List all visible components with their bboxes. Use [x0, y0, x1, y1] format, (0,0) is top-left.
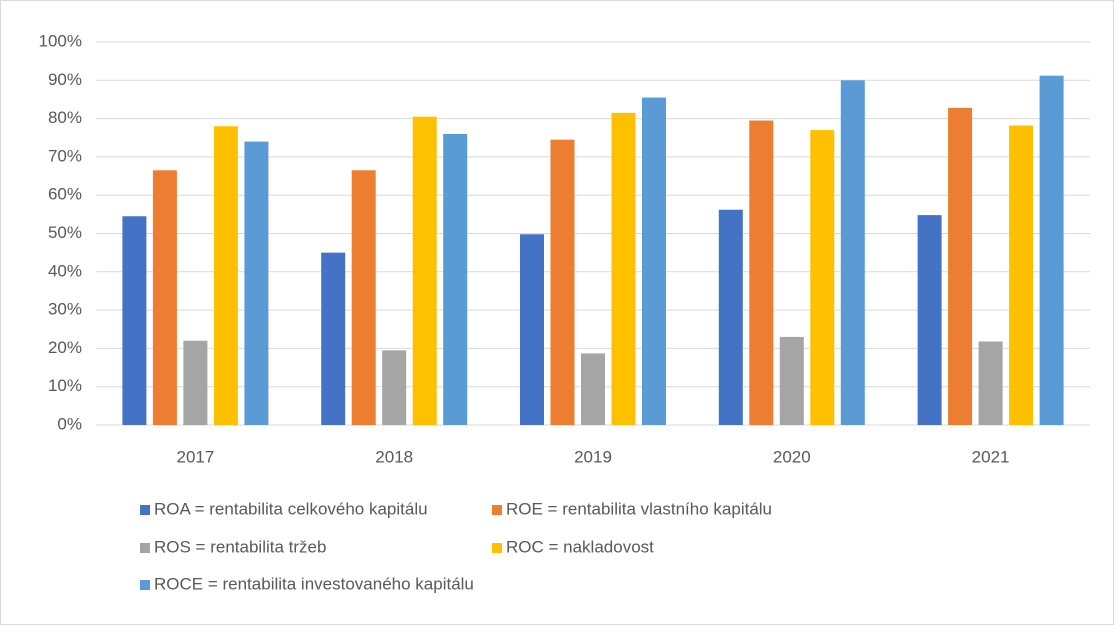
bar — [244, 141, 269, 425]
y-tick-label: 50% — [48, 223, 82, 242]
bar — [840, 80, 865, 426]
bar — [978, 341, 1003, 425]
bar — [917, 215, 942, 425]
legend-swatch — [140, 543, 150, 553]
x-tick-label: 2018 — [375, 447, 413, 466]
y-tick-label: 100% — [39, 31, 82, 50]
legend-label: ROA = rentabilita celkového kapitálu — [154, 499, 428, 518]
legend-label: ROS = rentabilita tržeb — [154, 537, 326, 556]
bar — [520, 234, 544, 425]
y-tick-label: 80% — [48, 108, 82, 127]
bar — [810, 130, 835, 425]
legend-swatch — [140, 580, 150, 590]
bar — [412, 116, 437, 425]
legend-label: ROCE = rentabilita investovaného kapitál… — [154, 574, 474, 593]
bar — [152, 170, 177, 425]
y-tick-label: 10% — [48, 376, 82, 395]
bar — [642, 97, 666, 425]
y-tick-label: 70% — [48, 146, 82, 165]
legend-label: ROC = nakladovost — [506, 537, 654, 556]
bar — [779, 336, 804, 425]
bar — [581, 353, 605, 425]
bar — [321, 252, 346, 425]
x-tick-label: 2021 — [972, 447, 1010, 466]
legend-label: ROE = rentabilita vlastního kapitálu — [506, 499, 772, 518]
x-tick-label: 2019 — [574, 447, 612, 466]
legend-swatch — [492, 505, 502, 515]
y-tick-label: 60% — [48, 185, 82, 204]
bar — [1039, 75, 1064, 425]
y-tick-label: 20% — [48, 338, 82, 357]
bar — [1009, 125, 1034, 425]
bar — [351, 170, 376, 425]
bar — [443, 133, 468, 426]
legend-swatch — [492, 543, 502, 553]
x-tick-label: 2017 — [176, 447, 214, 466]
bar — [550, 139, 575, 426]
bar — [718, 209, 743, 425]
bar — [183, 340, 208, 425]
y-tick-label: 30% — [48, 300, 82, 319]
bar — [122, 216, 147, 425]
y-tick-label: 90% — [48, 70, 82, 89]
bar — [749, 120, 774, 425]
y-tick-label: 0% — [57, 414, 82, 433]
legend-swatch — [140, 505, 150, 515]
x-tick-label: 2020 — [773, 447, 811, 466]
bar — [611, 112, 636, 425]
bar — [948, 107, 973, 425]
bar — [213, 126, 238, 425]
bar — [382, 350, 407, 425]
y-tick-label: 40% — [48, 261, 82, 280]
